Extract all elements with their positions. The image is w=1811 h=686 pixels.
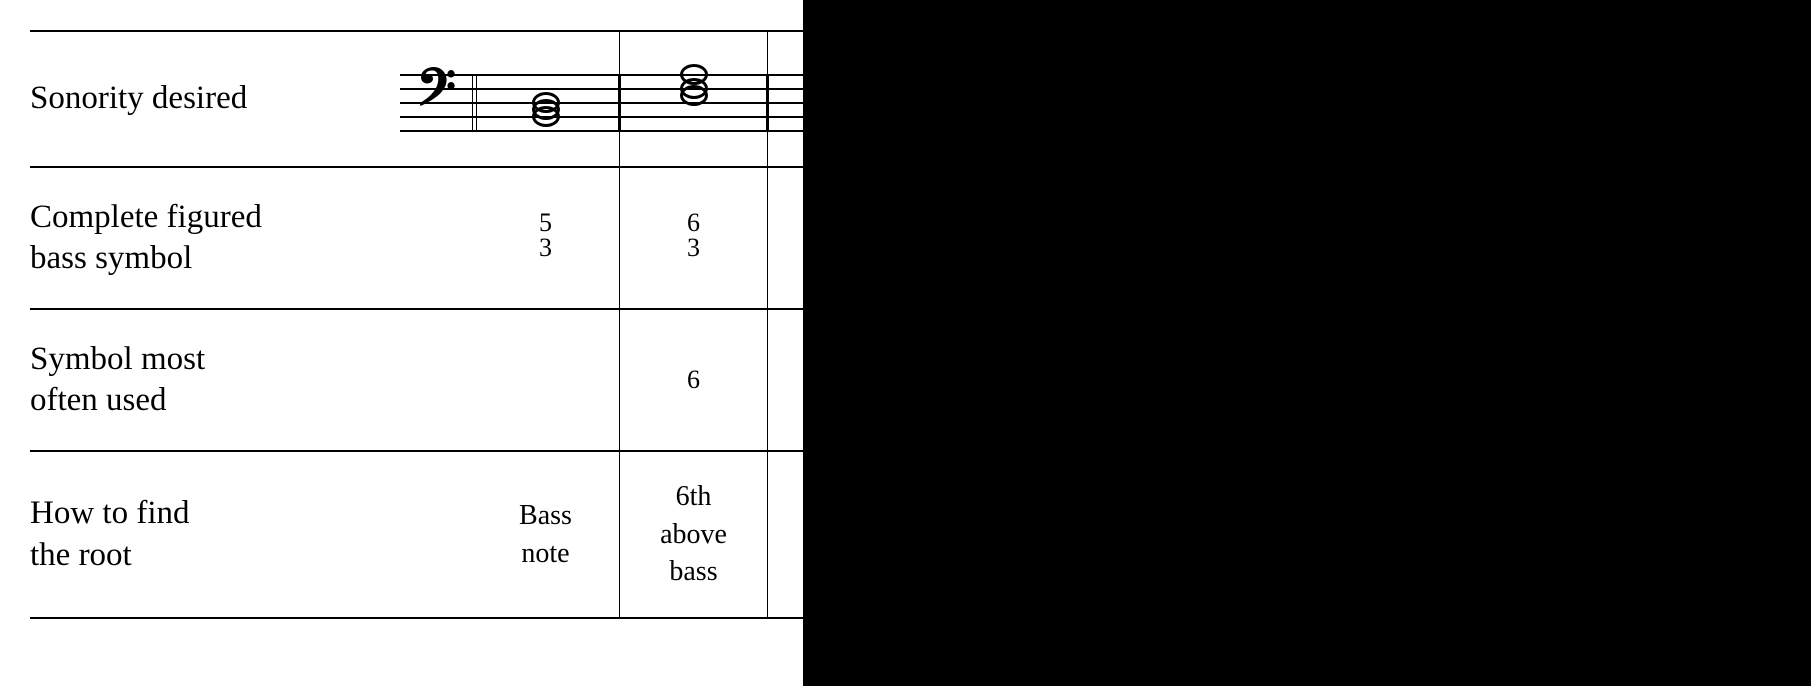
label-findroot-line2: the root: [30, 537, 132, 573]
figure-stack: 6 3: [687, 211, 700, 260]
label-sonority: Sonority desired: [30, 31, 400, 167]
label-findroot: How to find the root: [30, 451, 400, 618]
findroot-text: Bass: [519, 500, 572, 531]
findroot-1: Bass note: [472, 451, 620, 618]
page-root: Sonority desired 𝄢: [0, 0, 1811, 686]
notehead-icon: [680, 85, 708, 106]
figure-stack: 5 3: [539, 211, 552, 260]
complete-symbol-1: 5 3: [472, 167, 620, 309]
label-complete: Complete figured bass symbol: [30, 167, 400, 309]
findroot-text: 6th: [676, 481, 712, 512]
barline-icon: [618, 74, 619, 132]
figure-digit: 3: [687, 236, 700, 261]
barline-icon: [766, 74, 767, 132]
row-find-root: How to find the root Bass note 6th above…: [30, 451, 915, 618]
figure-stack: 6: [687, 368, 700, 393]
row-complete-symbol: Complete figured bass symbol 5 3 6 3 6: [30, 167, 915, 309]
label-complete-line2: bass symbol: [30, 240, 192, 276]
findroot-text: note: [521, 538, 569, 569]
common-symbol-2: 6: [620, 309, 768, 451]
figured-bass-table: Sonority desired 𝄢: [30, 30, 915, 619]
row-common-symbol: Symbol most often used 6 6 4: [30, 309, 915, 451]
spacer-cell: [400, 309, 472, 451]
figure-digit: 3: [539, 236, 552, 261]
figure-digit: 6: [687, 368, 700, 393]
common-symbol-1: [472, 309, 620, 451]
spacer-cell: [400, 167, 472, 309]
findroot-text: above: [660, 519, 727, 550]
notehead-icon: [532, 106, 560, 127]
label-sonority-text: Sonority desired: [30, 80, 247, 116]
occluding-overlay: [803, 0, 1811, 686]
chord-cell-2: [620, 31, 768, 167]
label-common: Symbol most often used: [30, 309, 400, 451]
complete-symbol-2: 6 3: [620, 167, 768, 309]
findroot-2: 6th above bass: [620, 451, 768, 618]
spacer-cell: [400, 451, 472, 618]
label-complete-line1: Complete figured: [30, 199, 262, 235]
bass-clef-icon: 𝄢: [416, 64, 456, 126]
label-common-line1: Symbol most: [30, 341, 205, 377]
findroot-text: bass: [669, 556, 717, 587]
staff-chord-1: [472, 32, 619, 166]
chord-cell-1: [472, 31, 620, 167]
row-sonority: Sonority desired 𝄢: [30, 31, 915, 167]
label-common-line2: often used: [30, 382, 167, 418]
label-findroot-line1: How to find: [30, 495, 190, 531]
staff-chord-2: [620, 32, 767, 166]
staff-clef-wrap: 𝄢: [400, 32, 472, 166]
clef-cell: 𝄢: [400, 31, 472, 167]
